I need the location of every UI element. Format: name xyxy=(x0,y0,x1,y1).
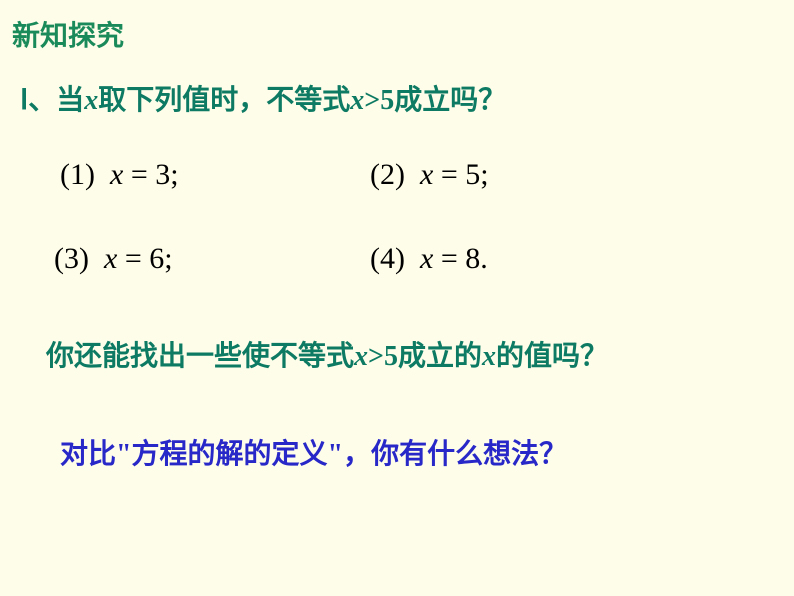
question-mid1: 取下列值时，不等式 xyxy=(98,85,350,116)
item-3-rest: = 6; xyxy=(117,242,172,275)
section-title: 新知探究 xyxy=(12,14,124,54)
question-prefix: Ⅰ、当 xyxy=(20,85,84,116)
item-4-rest: = 8. xyxy=(433,242,487,275)
item-3: (3) x = 6; xyxy=(54,242,173,276)
line2-ineq: >5 xyxy=(368,341,398,372)
line2-var1: x xyxy=(354,341,368,372)
question-suffix: 成立吗？ xyxy=(394,85,506,116)
item-3-num: (3) xyxy=(54,242,89,275)
question-var2: x xyxy=(350,85,364,116)
followup-question-1: 你还能找出一些使不等式x>5成立的x的值吗？ xyxy=(46,334,608,374)
item-3-var: x xyxy=(104,242,117,275)
item-1-num: (1) xyxy=(60,158,95,191)
item-2-var: x xyxy=(420,158,433,191)
question-ineq: >5 xyxy=(364,85,394,116)
followup-question-2: 对比"方程的解的定义"，你有什么想法？ xyxy=(60,432,567,472)
question-var1: x xyxy=(84,85,98,116)
item-2-num: (2) xyxy=(370,158,405,191)
line2-prefix: 你还能找出一些使不等式 xyxy=(46,341,354,372)
item-1: (1) x = 3; xyxy=(60,158,179,192)
main-question: Ⅰ、当x取下列值时，不等式x>5成立吗？ xyxy=(20,78,506,118)
item-4-num: (4) xyxy=(370,242,405,275)
item-2: (2) x = 5; xyxy=(370,158,489,192)
line2-mid: 成立的 xyxy=(398,341,482,372)
item-2-rest: = 5; xyxy=(433,158,488,191)
item-4: (4) x = 8. xyxy=(370,242,488,276)
item-4-var: x xyxy=(420,242,433,275)
line2-suffix: 的值吗？ xyxy=(496,341,608,372)
line2-var2: x xyxy=(482,341,496,372)
item-1-rest: = 3; xyxy=(123,158,178,191)
item-1-var: x xyxy=(110,158,123,191)
